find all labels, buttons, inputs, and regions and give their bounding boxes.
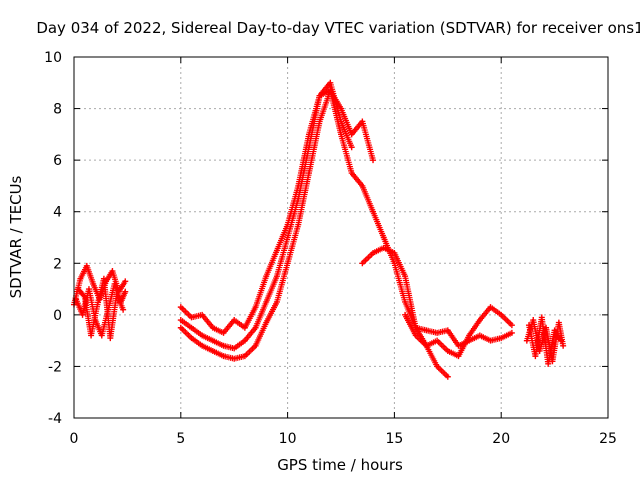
grid [74, 57, 608, 418]
x-axis-label: GPS time / hours [277, 456, 403, 474]
series-track-d [177, 87, 377, 362]
data-point [348, 144, 355, 151]
x-tick-label: 20 [492, 431, 510, 447]
data-point [120, 306, 127, 313]
y-tick-label: -4 [48, 411, 62, 427]
axis-ticks: 0 5 10 15 20 25 -4 -2 0 2 4 6 8 10 [44, 50, 617, 447]
y-tick-label: 4 [53, 205, 62, 221]
data-point [122, 288, 129, 295]
y-axis-label: SDTVAR / TECUs [7, 175, 25, 298]
data-point [370, 157, 377, 164]
y-tick-label: -2 [48, 359, 62, 375]
data-marker [80, 292, 87, 299]
series-track-c [75, 275, 127, 342]
series-track-e [177, 79, 355, 352]
x-tick-label: 15 [385, 431, 403, 447]
data-points [71, 79, 567, 380]
series-track-j [525, 314, 565, 367]
x-tick-label: 5 [176, 431, 185, 447]
data-point [122, 278, 129, 285]
y-tick-label: 2 [53, 256, 62, 272]
data-point [560, 342, 567, 349]
chart-title: Day 034 of 2022, Sidereal Day-to-day VTE… [36, 19, 640, 37]
x-tick-label: 10 [279, 431, 297, 447]
y-tick-label: 6 [53, 153, 62, 169]
y-tick-label: 8 [53, 102, 62, 118]
series-track-g [359, 244, 515, 349]
y-tick-label: 10 [44, 50, 62, 66]
data-point [444, 373, 451, 380]
series-track-f [177, 87, 451, 380]
data-point [558, 337, 565, 344]
data-point [508, 329, 515, 336]
y-tick-label: 0 [53, 308, 62, 324]
series-track-h [402, 304, 515, 360]
data-point [508, 322, 515, 329]
x-tick-label: 0 [70, 431, 79, 447]
plot-frame [73, 56, 609, 419]
x-tick-label: 25 [599, 431, 617, 447]
